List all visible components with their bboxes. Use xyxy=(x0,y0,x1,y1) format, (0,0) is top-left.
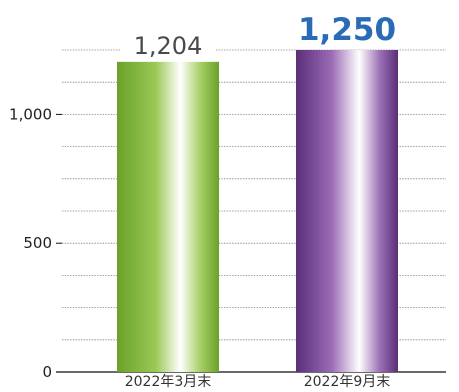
data-label-background xyxy=(288,12,406,46)
bar-1 xyxy=(117,61,219,372)
x-category-label: 2022年3月末 xyxy=(125,374,212,390)
x-category-label: 2022年9月末 xyxy=(304,374,391,390)
bars xyxy=(117,12,406,372)
data-label: 1,250 xyxy=(298,12,396,48)
data-label-background xyxy=(120,31,216,60)
y-tick-label: 500 xyxy=(23,234,52,252)
y-tick-label: 0 xyxy=(42,363,52,381)
y-tick-label: 1,000 xyxy=(9,105,52,123)
bar-2 xyxy=(296,50,398,372)
data-label: 1,204 xyxy=(134,32,203,60)
labels: 1,204 2022年3月末 1,250 2022年9月末 xyxy=(125,12,396,390)
